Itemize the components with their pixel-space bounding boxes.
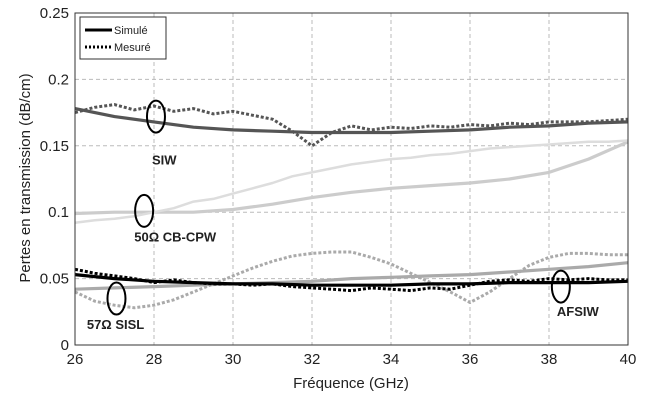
x-tick-label: 30 <box>225 351 242 368</box>
annotation-ellipse <box>106 281 127 316</box>
legend: Simulé Mesuré <box>79 16 167 60</box>
plot-area-frame <box>74 12 629 346</box>
y-tick-label: 0.15 <box>40 138 69 155</box>
y-tick-label: 0 <box>61 337 69 354</box>
x-tick-label: 28 <box>146 351 163 368</box>
tick-labels: 26 28 30 32 34 36 38 40 0 0.05 0.1 0.15 0.2 0.25 <box>40 5 637 368</box>
x-axis-title: Fréquence (GHz) <box>293 375 409 392</box>
x-tick-label: 32 <box>304 351 321 368</box>
x-tick-label: 40 <box>620 351 637 368</box>
x-tick-label: 34 <box>383 351 400 368</box>
y-axis-title: Pertes en transmission (dB/cm) <box>17 73 34 282</box>
annotation-label: 50Ω CB-CPW <box>134 229 217 244</box>
series-line-2 <box>74 140 629 216</box>
series-line-4 <box>74 261 629 291</box>
series-group <box>74 103 629 310</box>
legend-label-simule: Simulé <box>114 25 148 37</box>
annotation-label: 57Ω SISL <box>87 317 144 332</box>
x-tick-label: 38 <box>541 351 558 368</box>
series-line-3 <box>74 139 629 225</box>
series-line-0 <box>74 107 629 135</box>
annotation-label: SIW <box>152 152 177 167</box>
x-tick-label: 26 <box>67 351 84 368</box>
y-tick-label: 0.1 <box>48 204 69 221</box>
y-tick-label: 0.05 <box>40 271 69 288</box>
annotation-label: AFSIW <box>557 304 600 319</box>
annotations: SIW 50Ω CB-CPW 57Ω SISL AFSIW <box>87 99 600 332</box>
y-tick-label: 0.2 <box>48 71 69 88</box>
annotation-ellipse <box>134 193 155 228</box>
series-line-6 <box>74 273 629 287</box>
annotation-ellipse <box>145 99 166 134</box>
grid <box>75 13 628 345</box>
legend-box <box>79 16 167 60</box>
annotation-ellipse <box>550 269 571 304</box>
y-tick-label: 0.25 <box>40 5 69 22</box>
x-tick-label: 36 <box>462 351 479 368</box>
series-line-5 <box>74 250 628 310</box>
legend-label-mesure: Mesuré <box>114 42 151 54</box>
series-line-1 <box>74 103 629 148</box>
